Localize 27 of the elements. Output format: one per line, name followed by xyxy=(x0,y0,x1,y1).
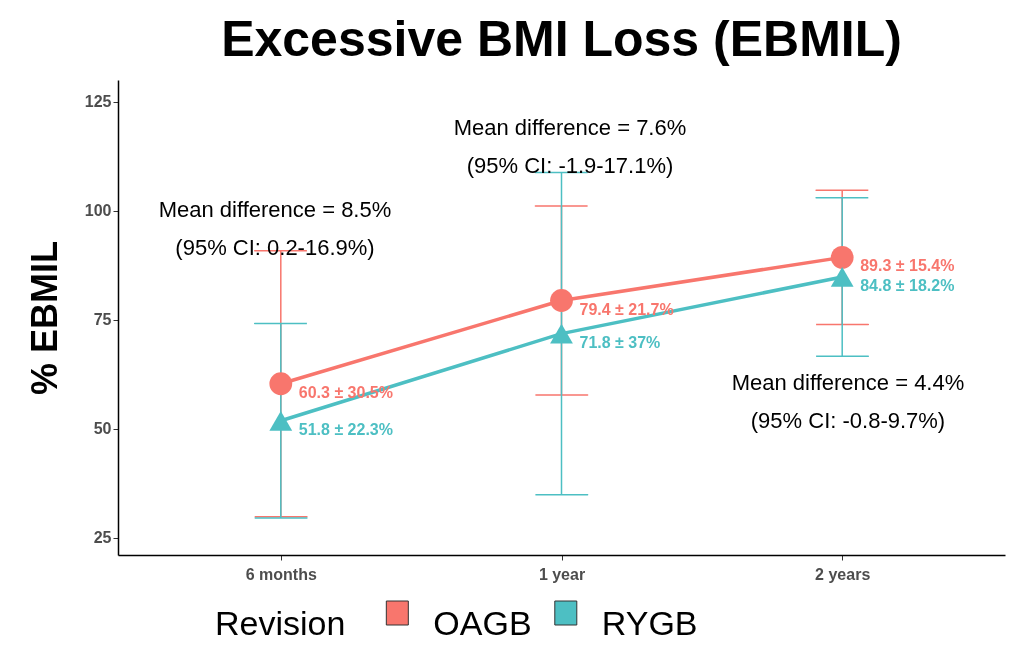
annotation: Mean difference = 8.5% (95% CI: 0.2-16.9%) xyxy=(158,197,392,260)
y-tick-label: 100 xyxy=(84,202,112,220)
annotation: Mean difference = 4.4% (95% CI: -0.8-9.7%) xyxy=(731,370,965,433)
annotation: Mean difference = 7.6% (95% CI: -1.9-17.1%) xyxy=(453,115,687,178)
point xyxy=(830,245,854,269)
data-label: 51.8 ± 22.3% xyxy=(298,420,393,438)
y-tick-label: 25 xyxy=(93,529,112,547)
chart-title: Excessive BMI Loss (EBMIL) xyxy=(221,11,902,67)
point xyxy=(269,372,293,396)
y-tick-label: 125 xyxy=(84,93,112,111)
y-tick-label: 50 xyxy=(93,420,112,438)
point xyxy=(830,267,854,287)
data-label: 89.3 ± 15.4% xyxy=(860,257,955,275)
legend-title: Revision xyxy=(215,604,346,642)
y-axis-title: % EBMIL xyxy=(23,240,65,396)
x-tick-label: 2 years xyxy=(815,565,871,583)
x-tick-label: 6 months xyxy=(245,565,317,583)
legend-label: OAGB xyxy=(433,604,532,642)
legend-label: RYGB xyxy=(601,604,698,642)
data-label: 84.8 ± 18.2% xyxy=(860,276,955,294)
point xyxy=(550,289,573,312)
point xyxy=(550,323,573,344)
data-label: 79.4 ± 21.7% xyxy=(579,300,674,318)
point xyxy=(269,410,293,431)
data-label: 71.8 ± 37% xyxy=(579,333,661,351)
x-tick-label: 1 year xyxy=(538,565,586,583)
y-tick-label: 75 xyxy=(93,311,112,329)
